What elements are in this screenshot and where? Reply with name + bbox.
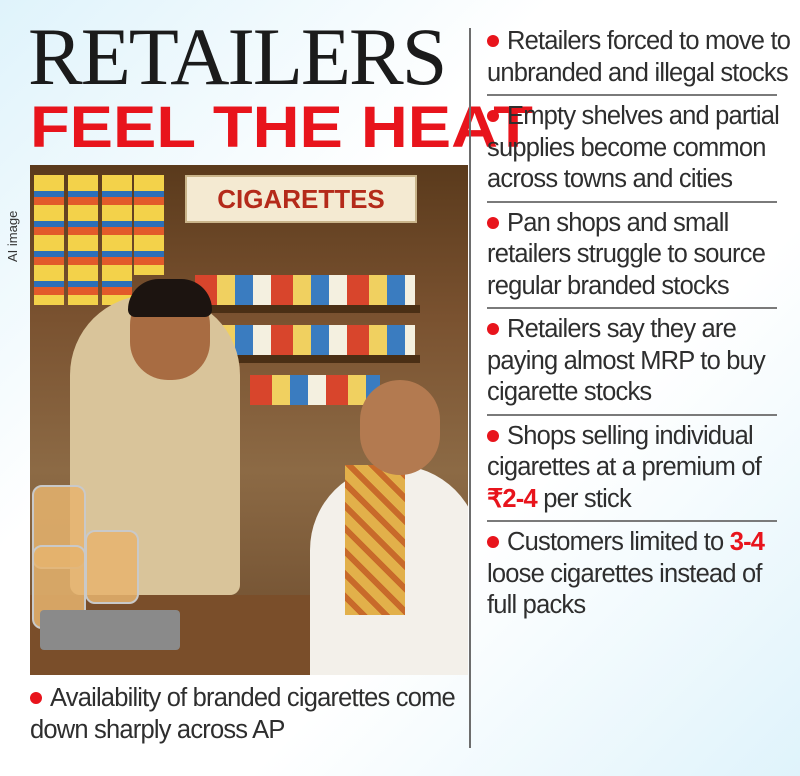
point-4: Retailers say they are paying almost MRP…: [487, 314, 792, 409]
quantity-highlight: 3-4: [729, 528, 765, 556]
divider: [487, 307, 777, 309]
ai-image-credit: AI image: [5, 210, 20, 262]
shelf: [190, 355, 420, 363]
point-text: Pan shops and small retailers struggle t…: [487, 208, 766, 300]
shop-illustration: CIGARETTES: [30, 165, 468, 675]
point-text: Shops selling individual cigarettes at a…: [487, 421, 762, 482]
bullet-icon: [487, 536, 499, 548]
cigarette-shelf: [250, 375, 380, 405]
headline-line2: FEEL THE HEAT: [30, 95, 533, 160]
bullet-icon: [487, 429, 499, 442]
point-text: Empty shelves and partial supplies becom…: [487, 102, 780, 193]
divider: [487, 413, 777, 416]
key-points-column: Retailers forced to move to unbranded an…: [487, 26, 792, 622]
point-text: per stick: [543, 484, 632, 513]
point-text: loose cigarettes instead of full packs: [487, 559, 762, 620]
headline-line1: RETAILERS: [28, 11, 447, 102]
point-1: Retailers forced to move to unbranded an…: [487, 26, 792, 89]
shop-sign: CIGARETTES: [185, 175, 417, 223]
divider: [487, 200, 777, 203]
bullet-icon: [30, 692, 42, 704]
shopkeeper-hair: [128, 279, 212, 317]
customer-head: [360, 380, 440, 475]
hanging-packets: [134, 175, 164, 275]
point-text: Retailers say they are paying almost MRP…: [487, 315, 766, 406]
price-highlight: ₹2-4: [487, 484, 538, 513]
bullet-icon: [487, 323, 499, 335]
point-5: Shops selling individual cigarettes at a…: [487, 421, 792, 516]
shelf: [190, 305, 420, 313]
point-6: Customers limited to 3-4 loose cigarette…: [487, 527, 792, 622]
column-divider: [469, 28, 471, 748]
point-text: Retailers forced to move to unbranded an…: [487, 27, 791, 87]
hanging-packets: [34, 175, 64, 305]
bullet-icon: [487, 110, 499, 122]
point-text: Customers limited to: [507, 528, 724, 556]
point-3: Pan shops and small retailers struggle t…: [487, 208, 792, 303]
caption-text: Availability of branded cigarettes come …: [30, 684, 456, 744]
jar: [85, 530, 139, 604]
hanging-packets: [102, 175, 132, 305]
cigarette-shelf: [195, 275, 415, 305]
bullet-icon: [487, 35, 499, 47]
customer-scarf: [345, 465, 405, 615]
bullet-icon: [487, 216, 499, 229]
divider: [487, 520, 777, 522]
hanging-packets: [68, 175, 98, 305]
image-caption: Availability of branded cigarettes come …: [30, 683, 466, 746]
point-2: Empty shelves and partial supplies becom…: [487, 101, 792, 196]
tray: [40, 610, 180, 650]
divider: [487, 94, 777, 96]
